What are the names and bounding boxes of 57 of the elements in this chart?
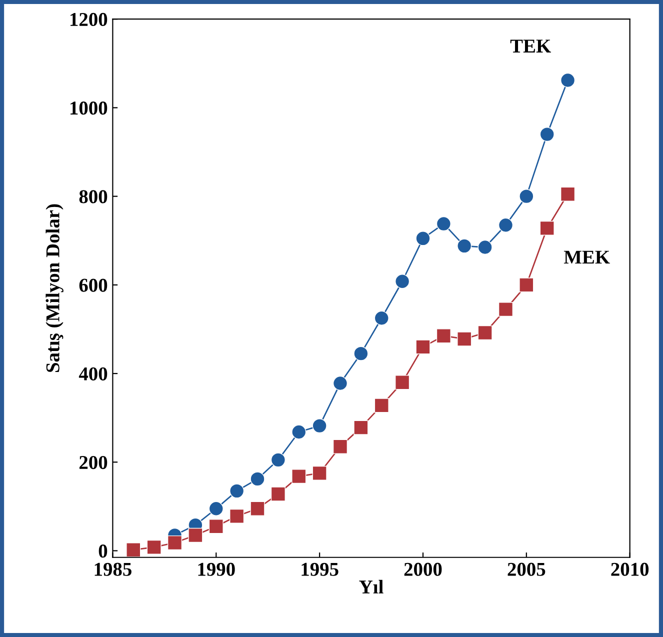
- point: [292, 469, 306, 484]
- point: [230, 484, 244, 498]
- point: [478, 240, 492, 255]
- y-tick-label: 400: [78, 367, 108, 380]
- point: [395, 274, 410, 289]
- y-tick-label: 600: [79, 278, 108, 292]
- point: [436, 328, 451, 344]
- series-label: MEK: [564, 250, 610, 264]
- point: [478, 325, 492, 340]
- point: [457, 332, 472, 346]
- point: [560, 72, 576, 88]
- point: [230, 508, 244, 524]
- point: [416, 340, 430, 354]
- point: [498, 302, 514, 317]
- x-axis-title: Yıl: [359, 580, 384, 594]
- y-tick-label: 1000: [70, 102, 108, 115]
- point: [354, 420, 368, 435]
- point: [332, 439, 348, 454]
- y-tick-label: 0: [98, 544, 108, 558]
- point: [457, 238, 472, 254]
- point: [188, 528, 203, 543]
- point: [519, 278, 534, 292]
- point: [270, 452, 286, 468]
- x-tick-label: 1990: [198, 562, 235, 576]
- point: [416, 231, 430, 246]
- point: [519, 189, 534, 204]
- point: [167, 535, 182, 550]
- point: [560, 186, 576, 202]
- x-tick-label: 1985: [94, 562, 132, 576]
- point: [292, 424, 306, 440]
- point: [208, 501, 224, 516]
- x-tick-label: 1995: [302, 562, 338, 576]
- x-tick-label: 2005: [508, 562, 546, 576]
- point: [312, 418, 327, 434]
- point: [270, 486, 286, 502]
- point: [540, 220, 554, 236]
- point: [250, 472, 265, 486]
- y-tick-label: 200: [80, 456, 108, 470]
- point: [436, 216, 451, 232]
- point: [312, 466, 327, 480]
- y-tick-label: 1200: [70, 12, 108, 26]
- point: [332, 376, 348, 391]
- series-label: TEK: [510, 40, 551, 52]
- point: [395, 375, 410, 390]
- point: [374, 398, 389, 413]
- point: [146, 540, 162, 554]
- point: [540, 127, 554, 142]
- point: [208, 519, 224, 534]
- point: [250, 501, 265, 516]
- point: [374, 310, 389, 326]
- x-tick-label: 2010: [611, 562, 649, 576]
- y-axis-title: Satış (Milyon Dolar): [46, 204, 64, 372]
- point: [498, 218, 514, 232]
- x-tick-label: 2000: [404, 562, 442, 576]
- point: [126, 542, 141, 558]
- point: [354, 346, 368, 361]
- y-tick-label: 800: [79, 190, 108, 204]
